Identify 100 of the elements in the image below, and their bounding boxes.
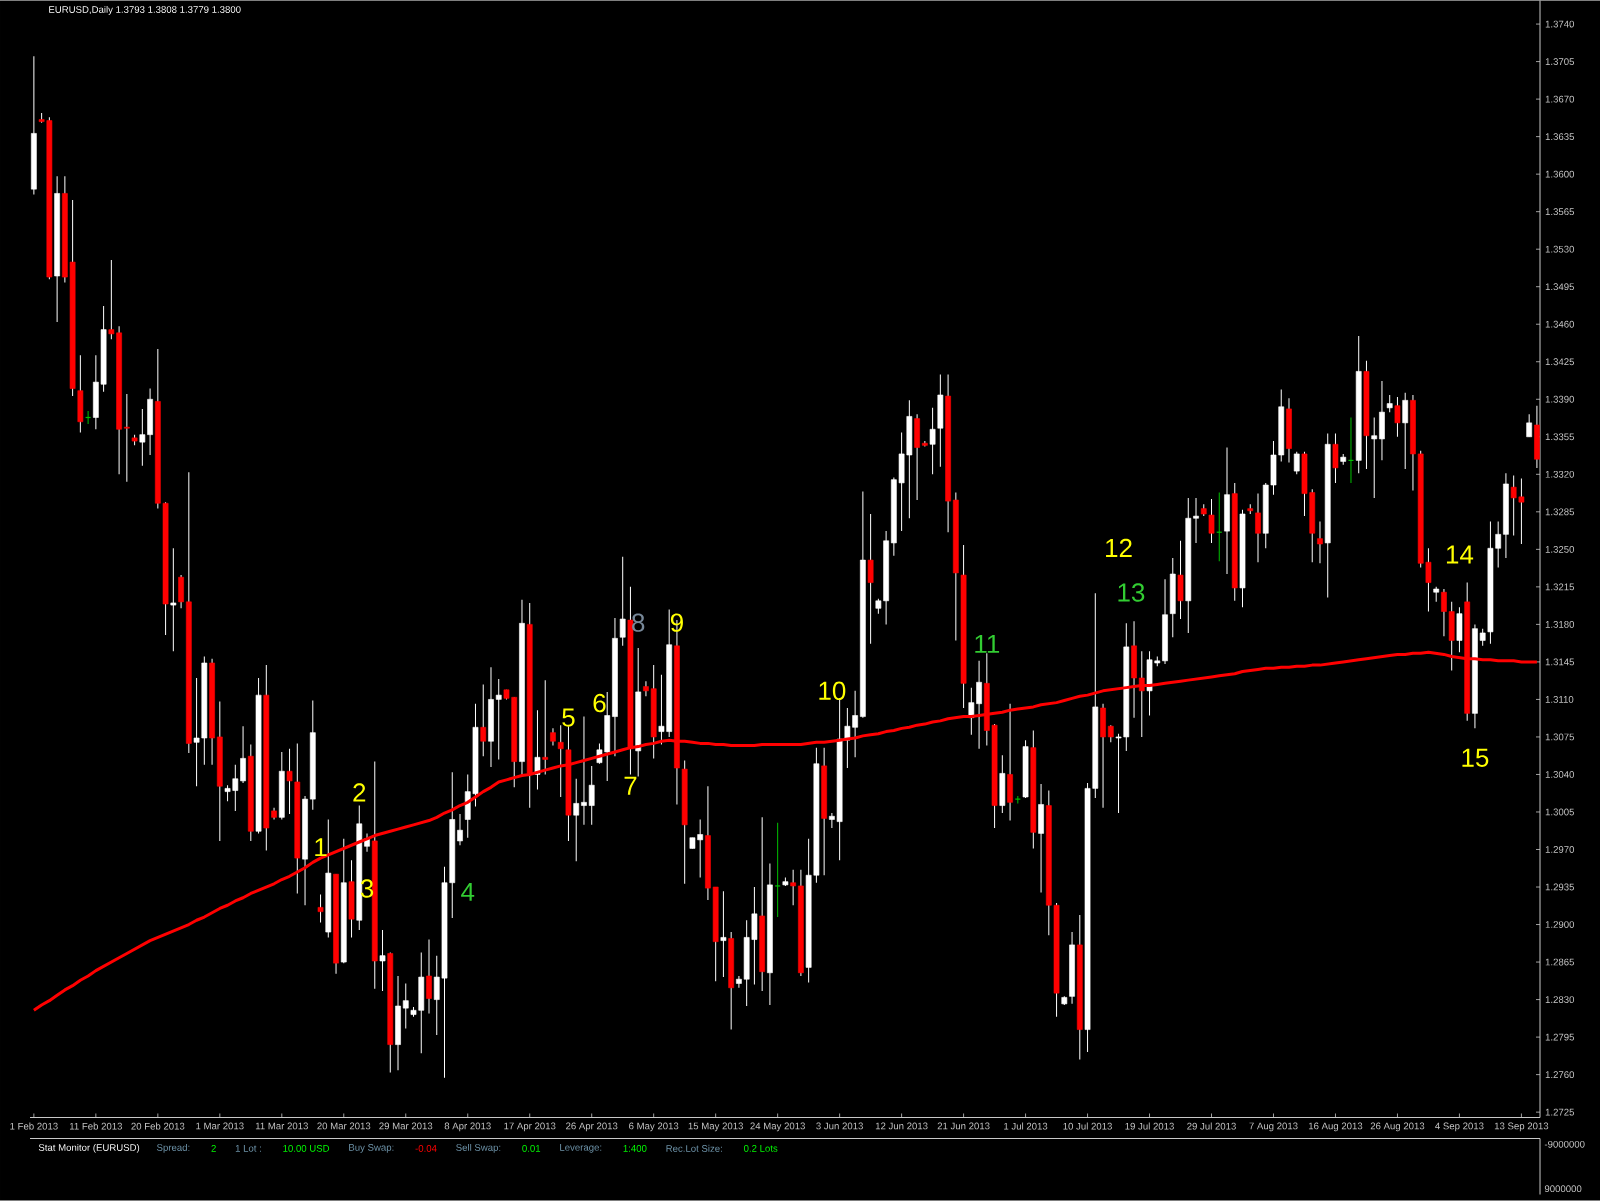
candlestick xyxy=(557,724,564,798)
annotation: 14 xyxy=(1446,545,1474,564)
text: 1:400 xyxy=(623,1145,647,1153)
candlestick xyxy=(1293,451,1300,476)
x-tick-label: 24 May 2013 xyxy=(750,1122,805,1132)
y-tick-label: 1.3530 xyxy=(1545,246,1575,253)
y-tick-label: 1.2830 xyxy=(1545,996,1575,1004)
candlestick xyxy=(550,728,556,747)
candlestick xyxy=(720,891,727,978)
annotation: 9 xyxy=(670,613,683,633)
candlestick xyxy=(1402,392,1409,470)
y-tick-label: 1.3635 xyxy=(1545,133,1575,141)
y-tick-label: 1.3495 xyxy=(1545,283,1575,291)
annotation: 11 xyxy=(975,635,1000,654)
annotation: 10 xyxy=(819,681,846,701)
candlestick xyxy=(619,556,626,647)
y-tick-label: 1.3145 xyxy=(1545,658,1575,666)
text: EURUSD,Daily 1.3793 1.3808 1.3779 1.3800 xyxy=(49,6,241,16)
y-tick-label: 1.2865 xyxy=(1545,958,1575,966)
y-tick-label: 1.3075 xyxy=(1545,733,1575,741)
x-tick-label: 13 Sep 2013 xyxy=(1494,1122,1549,1132)
candlestick xyxy=(379,929,386,992)
x-tick-label: 7 Aug 2013 xyxy=(1249,1122,1298,1132)
candlestick xyxy=(123,393,130,483)
y-tick-label: 1.3740 xyxy=(1545,20,1575,28)
y-tick-label: 1.3600 xyxy=(1545,170,1575,178)
candlestick xyxy=(1371,417,1378,499)
y-tick-label: 1.2970 xyxy=(1545,846,1575,854)
annotation: 5 xyxy=(562,708,575,727)
x-tick-label: 8 Apr 2013 xyxy=(444,1122,491,1132)
candlestick xyxy=(426,939,432,1015)
x-tick-label: 6 May 2013 xyxy=(629,1122,679,1132)
text: -9000000 xyxy=(1544,1141,1585,1148)
candlestick xyxy=(457,813,463,846)
text: Stat Monitor (EURUSD) xyxy=(38,1144,140,1154)
annotation: 2 xyxy=(353,783,366,802)
x-tick-label: 20 Mar 2013 xyxy=(317,1122,371,1130)
x-tick-label: 1 Feb 2013 xyxy=(10,1122,58,1130)
annotation: 4 xyxy=(461,883,475,902)
candlestick xyxy=(402,983,409,1030)
text: 10.00 USD xyxy=(283,1145,330,1153)
annotation: 8 xyxy=(632,613,645,633)
annotation: 12 xyxy=(1106,539,1132,558)
x-tick-label: 10 Jul 2013 xyxy=(1063,1122,1112,1130)
y-tick-label: 1.2725 xyxy=(1545,1108,1575,1116)
annotation: 13 xyxy=(1118,583,1145,602)
y-tick-label: 1.3670 xyxy=(1545,95,1575,103)
candlestick xyxy=(573,778,580,863)
x-tick-label: 20 Feb 2013 xyxy=(131,1122,185,1130)
text: Buy Swap: xyxy=(349,1144,394,1153)
text: 0.2 Lots xyxy=(743,1145,778,1153)
x-tick-label: 15 May 2013 xyxy=(688,1122,743,1132)
text: Leverage: xyxy=(560,1144,602,1153)
y-tick-label: 1.2900 xyxy=(1545,921,1575,929)
y-tick-label: 1.3705 xyxy=(1545,58,1575,66)
candlestick xyxy=(1255,493,1261,563)
y-tick-label: 1.3460 xyxy=(1545,321,1575,328)
candlestick xyxy=(1317,521,1323,565)
candlestick xyxy=(774,822,781,918)
annotation: 1 xyxy=(315,838,327,857)
x-tick-label: 3 Jun 2013 xyxy=(816,1122,863,1130)
x-tick-label: 17 Apr 2013 xyxy=(504,1122,556,1132)
x-tick-label: 26 Aug 2013 xyxy=(1370,1122,1425,1132)
y-tick-label: 1.3390 xyxy=(1545,396,1575,403)
x-tick-label: 21 Jun 2013 xyxy=(937,1122,990,1130)
x-tick-label: 4 Sep 2013 xyxy=(1435,1122,1484,1132)
text: -0.04 xyxy=(415,1145,437,1153)
candlestick xyxy=(170,548,177,652)
y-tick-label: 1.3005 xyxy=(1545,808,1575,816)
annotation: 15 xyxy=(1462,749,1489,768)
text: 0.01 xyxy=(522,1145,541,1153)
x-tick-label: 1 Mar 2013 xyxy=(196,1122,244,1130)
x-tick-label: 19 Jul 2013 xyxy=(1125,1122,1174,1130)
y-tick-label: 1.3285 xyxy=(1545,508,1575,516)
y-tick-label: 1.3110 xyxy=(1545,696,1574,704)
text: 2 xyxy=(211,1145,216,1152)
candlestick xyxy=(495,678,502,761)
y-tick-label: 1.2935 xyxy=(1545,883,1575,891)
y-tick-label: 1.3320 xyxy=(1545,471,1575,478)
text: Spread: xyxy=(157,1144,190,1154)
annotation: 7 xyxy=(624,777,637,795)
y-tick-label: 1.3040 xyxy=(1545,771,1575,779)
y-tick-label: 1.3425 xyxy=(1545,358,1575,366)
y-tick-label: 1.3180 xyxy=(1545,621,1575,629)
x-tick-label: 1 Jul 2013 xyxy=(1004,1122,1048,1130)
text: Sell Swap: xyxy=(456,1144,501,1154)
text: Rec.Lot Size: xyxy=(666,1145,722,1153)
text: 1 Lot : xyxy=(235,1145,261,1152)
text: 9000000 xyxy=(1544,1185,1582,1193)
y-tick-label: 1.3565 xyxy=(1545,208,1575,216)
x-tick-label: 29 Jul 2013 xyxy=(1187,1122,1236,1130)
y-tick-label: 1.2760 xyxy=(1545,1071,1575,1079)
y-tick-label: 1.2795 xyxy=(1545,1033,1575,1041)
y-tick-label: 1.3250 xyxy=(1545,546,1575,553)
annotation: 6 xyxy=(593,694,606,713)
candlestick xyxy=(534,709,541,791)
x-tick-label: 26 Apr 2013 xyxy=(566,1122,618,1132)
x-tick-label: 12 Jun 2013 xyxy=(875,1122,928,1130)
x-tick-label: 11 Feb 2013 xyxy=(69,1122,123,1130)
x-tick-label: 11 Mar 2013 xyxy=(255,1122,308,1130)
